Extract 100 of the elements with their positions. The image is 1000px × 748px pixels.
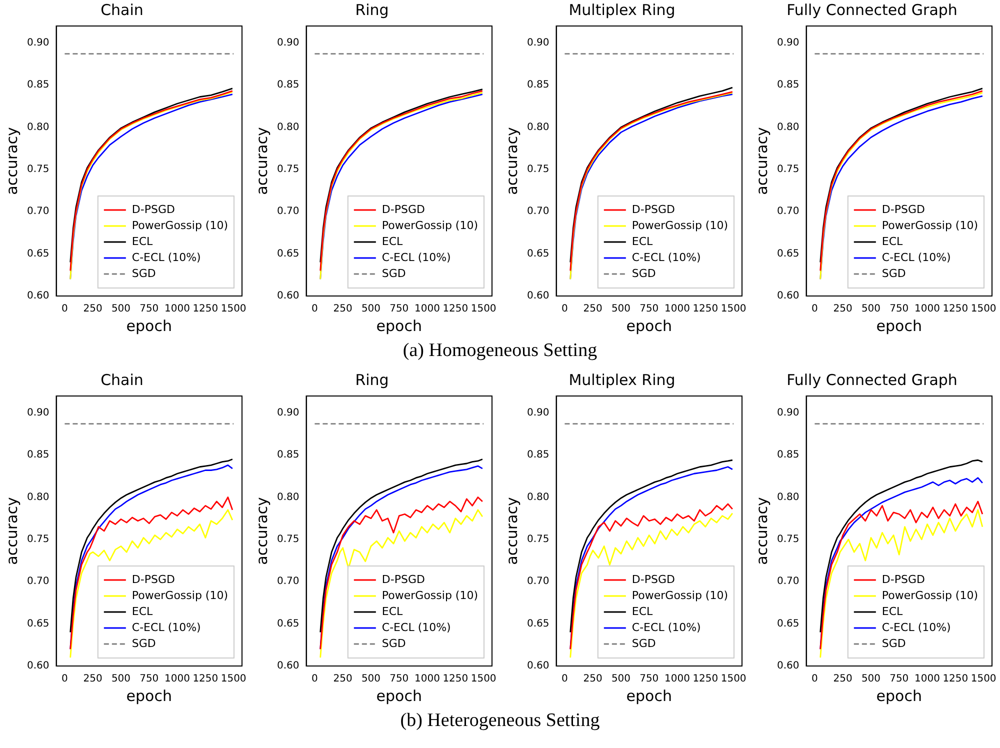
legend-label: PowerGossip (10) <box>632 218 728 232</box>
legend-label: SGD <box>382 266 406 280</box>
x-tick-label: 1500 <box>970 674 996 685</box>
x-axis-title: epoch <box>126 686 172 705</box>
legend-label: SGD <box>132 636 156 650</box>
y-axis-title: accuracy <box>252 127 271 195</box>
legend-label: SGD <box>382 636 406 650</box>
y-tick-label: 0.80 <box>277 492 300 503</box>
x-tick-label: 500 <box>611 674 631 685</box>
y-tick-label: 0.75 <box>777 164 800 176</box>
text: (a) Homogeneous Setting <box>402 339 598 363</box>
x-tick-label: 750 <box>140 304 159 315</box>
x-tick-label: 250 <box>583 304 602 315</box>
y-tick-label: 0.75 <box>527 534 550 546</box>
y-tick-label: 0.70 <box>27 206 50 218</box>
legend-label: PowerGossip (10) <box>882 218 978 232</box>
y-axis-title: accuracy <box>2 127 21 195</box>
y-tick-label: 0.80 <box>527 122 550 133</box>
y-tick-label: 0.90 <box>27 407 50 418</box>
x-tick-label: 1250 <box>442 674 468 685</box>
x-tick-label: 0 <box>812 304 818 315</box>
x-tick-label: 250 <box>333 304 352 315</box>
y-tick-label: 0.85 <box>527 80 550 91</box>
x-tick-label: 1000 <box>414 304 440 315</box>
legend-label: SGD <box>632 266 656 280</box>
y-axis-title: accuracy <box>252 497 271 565</box>
x-axis-title: epoch <box>376 316 422 335</box>
x-tick-label: 250 <box>83 304 102 315</box>
x-tick-label: 1000 <box>164 674 190 685</box>
x-tick-label: 0 <box>562 674 568 685</box>
y-axis-title: accuracy <box>502 497 521 565</box>
y-tick-label: 0.75 <box>527 164 550 176</box>
y-tick-label: 0.90 <box>777 37 800 48</box>
y-tick-label: 0.90 <box>27 37 50 48</box>
x-tick-label: 500 <box>361 674 381 685</box>
x-axis-title: epoch <box>126 316 172 335</box>
y-tick-label: 0.85 <box>27 80 50 91</box>
y-tick-label: 0.75 <box>27 534 50 546</box>
legend-label: ECL <box>132 234 154 248</box>
y-tick-label: 0.65 <box>27 248 50 260</box>
y-tick-label: 0.70 <box>27 576 50 588</box>
x-tick-label: 500 <box>111 304 131 315</box>
legend-label: C-ECL (10%) <box>882 250 951 264</box>
y-tick-label: 0.75 <box>277 534 300 546</box>
legend-label: D-PSGD <box>132 202 175 216</box>
legend-label: C-ECL (10%) <box>632 620 701 634</box>
legend-label: PowerGossip (10) <box>382 588 478 602</box>
y-tick-label: 0.85 <box>27 450 50 461</box>
legend-label: D-PSGD <box>382 202 425 216</box>
y-tick-label: 0.60 <box>527 660 550 672</box>
x-tick-label: 1500 <box>720 674 746 685</box>
x-tick-label: 750 <box>390 674 409 685</box>
legend-label: ECL <box>382 234 404 248</box>
legend-label: C-ECL (10%) <box>132 620 201 634</box>
chart-title: Chain <box>100 0 144 19</box>
x-tick-label: 250 <box>833 304 852 315</box>
y-axis-title: accuracy <box>752 127 771 195</box>
chart-title: Fully Connected Graph <box>786 370 958 389</box>
x-axis-title: epoch <box>626 316 672 335</box>
x-tick-label: 1250 <box>942 304 968 315</box>
x-tick-label: 750 <box>640 674 659 685</box>
x-tick-label: 1000 <box>914 674 940 685</box>
x-tick-label: 750 <box>640 304 659 315</box>
y-tick-label: 0.70 <box>277 206 300 218</box>
legend-label: PowerGossip (10) <box>382 218 478 232</box>
x-tick-label: 0 <box>312 674 318 685</box>
x-tick-label: 1250 <box>692 674 718 685</box>
legend-label: D-PSGD <box>632 202 675 216</box>
legend-label: C-ECL (10%) <box>382 620 451 634</box>
y-tick-label: 0.70 <box>277 576 300 588</box>
y-tick-label: 0.60 <box>777 660 800 672</box>
y-tick-label: 0.80 <box>777 122 800 133</box>
y-tick-label: 0.85 <box>777 450 800 461</box>
legend-label: D-PSGD <box>882 202 925 216</box>
x-axis-title: epoch <box>376 686 422 705</box>
y-tick-label: 0.75 <box>777 534 800 546</box>
x-tick-label: 500 <box>861 674 881 685</box>
y-tick-label: 0.60 <box>777 290 800 302</box>
y-tick-label: 0.65 <box>527 618 550 630</box>
x-tick-label: 500 <box>861 304 881 315</box>
y-tick-label: 0.80 <box>777 492 800 503</box>
y-tick-label: 0.65 <box>527 248 550 260</box>
x-axis-title: epoch <box>876 316 922 335</box>
y-axis-title: accuracy <box>502 127 521 195</box>
x-tick-label: 1500 <box>470 674 496 685</box>
legend-label: C-ECL (10%) <box>632 250 701 264</box>
x-tick-label: 1250 <box>442 304 468 315</box>
legend-label: C-ECL (10%) <box>132 250 201 264</box>
x-tick-label: 1000 <box>914 304 940 315</box>
x-tick-label: 750 <box>140 674 159 685</box>
y-tick-label: 0.85 <box>777 80 800 91</box>
y-tick-label: 0.70 <box>777 576 800 588</box>
x-tick-label: 1000 <box>164 304 190 315</box>
legend-label: D-PSGD <box>882 572 925 586</box>
chart-title: Multiplex Ring <box>568 0 676 19</box>
legend-label: SGD <box>132 266 156 280</box>
x-tick-label: 1000 <box>664 674 690 685</box>
y-tick-label: 0.65 <box>277 248 300 260</box>
y-tick-label: 0.65 <box>777 618 800 630</box>
x-tick-label: 250 <box>333 674 352 685</box>
